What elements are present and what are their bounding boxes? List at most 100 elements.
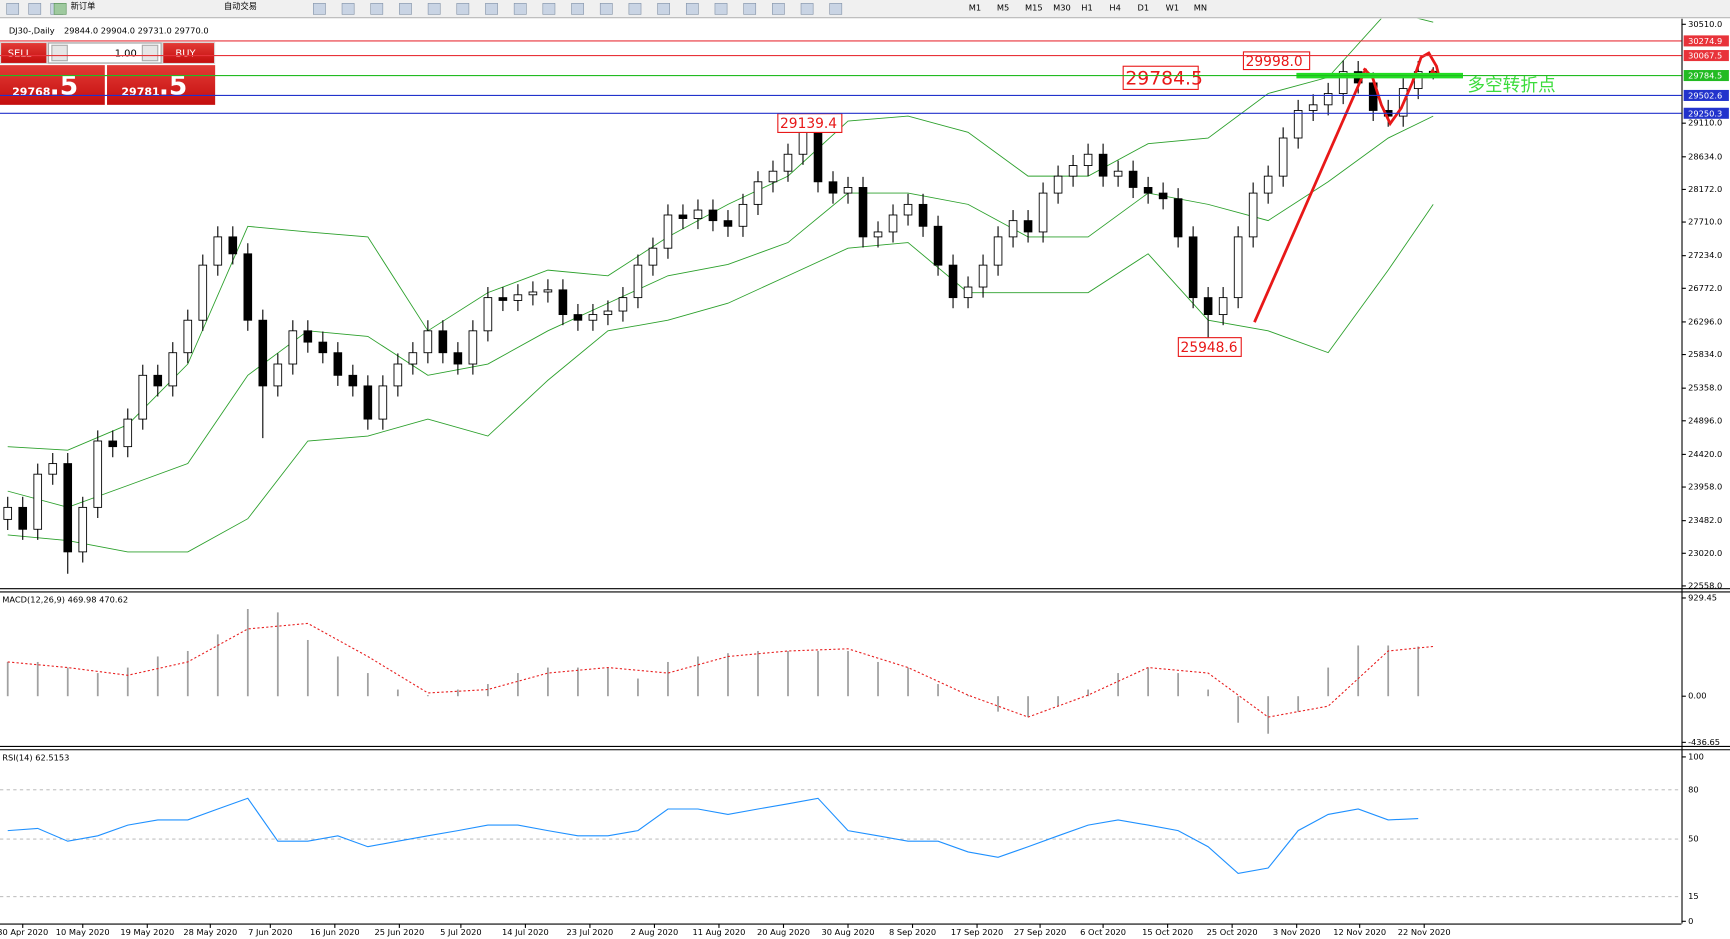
toolbar-icon [772, 3, 785, 15]
candle-body [1068, 165, 1078, 177]
candle-body [948, 264, 958, 299]
x-tick-label: 15 Oct 2020 [1142, 927, 1193, 937]
timeframe-button[interactable]: M5 [997, 2, 1009, 12]
bid-price: 29768 [12, 86, 50, 99]
candle-body [708, 209, 718, 222]
x-tick-label: 22 Nov 2020 [1398, 927, 1451, 937]
candle-body [963, 286, 973, 299]
toolbar-icon [829, 3, 843, 15]
bid-box[interactable] [0, 65, 105, 105]
candle-body [1323, 93, 1333, 106]
y-tick-label: 24420.0 [1688, 449, 1722, 459]
toolbar-icon [628, 3, 642, 15]
level-tag [1683, 35, 1729, 47]
candle-body [228, 236, 238, 255]
spin-up[interactable] [141, 44, 159, 62]
rsi-line [7, 797, 1419, 875]
timeframe-button[interactable]: M1 [969, 2, 981, 12]
candle-body [363, 385, 373, 420]
band-middle [7, 115, 1434, 508]
timeframe-button[interactable]: MN [1194, 2, 1207, 12]
y-tick-label: 0 [1688, 916, 1693, 926]
timeframe-button[interactable]: D1 [1138, 2, 1150, 12]
level-tag [1683, 89, 1729, 101]
lots-value[interactable]: 1.00 [115, 49, 137, 60]
x-tick-label: 19 May 2020 [120, 927, 174, 937]
candle-body [603, 310, 613, 316]
annotation: 29139.4 [780, 116, 837, 132]
x-tick-label: 27 Sep 2020 [1014, 927, 1066, 937]
candle-body [798, 131, 808, 155]
candle-body [513, 294, 523, 301]
new-order-icon[interactable] [53, 3, 67, 15]
y-tick-label: 25358.0 [1688, 383, 1722, 393]
y-tick-label: 26296.0 [1688, 316, 1722, 326]
annotation: 29998.0 [1246, 54, 1303, 70]
candle-body [663, 214, 673, 249]
spin-down[interactable] [51, 44, 68, 62]
x-tick-label: 28 May 2020 [183, 927, 237, 937]
x-tick-label: 30 Aug 2020 [822, 927, 875, 937]
candle-body [408, 352, 418, 365]
macd-signal [7, 622, 1434, 718]
toolbar-icon [714, 3, 728, 15]
toolbar-icon [542, 3, 556, 15]
timeframe-button[interactable]: W1 [1166, 2, 1179, 12]
candle-body [528, 291, 538, 296]
chart-title: DJ30-,Daily [9, 25, 55, 35]
candle-body [123, 418, 133, 448]
toolbar-icon [800, 3, 814, 15]
toolbar-icon [743, 3, 757, 15]
toolbar-button[interactable]: 自动交易 [224, 1, 257, 11]
sell-label[interactable]: SELL [8, 49, 32, 60]
level-label: 29784.5 [1688, 71, 1722, 81]
annotation: 25948.6 [1181, 340, 1238, 356]
timeframe-button[interactable]: M30 [1053, 2, 1071, 12]
level-tag [1683, 50, 1729, 62]
x-tick-label: 12 Nov 2020 [1333, 927, 1386, 937]
y-tick-label: 29110.0 [1688, 118, 1722, 128]
candle-body [348, 374, 358, 387]
toolbar-icon [370, 3, 384, 15]
sell-button[interactable] [1, 43, 47, 63]
toolbar-icon [6, 3, 20, 15]
timeframe-button[interactable]: H1 [1081, 2, 1092, 12]
x-tick-label: 8 Sep 2020 [889, 927, 936, 937]
x-tick-label: 25 Oct 2020 [1207, 927, 1258, 937]
candle-body [738, 203, 748, 227]
y-tick-label: 23020.0 [1688, 548, 1722, 558]
candle-body [753, 181, 763, 205]
x-tick-label: 10 May 2020 [56, 927, 110, 937]
annotation: 29784.5 [1125, 68, 1203, 89]
candle-body [183, 319, 193, 354]
candle-body [483, 297, 493, 332]
candle-body [153, 374, 163, 387]
lots-input[interactable] [47, 42, 162, 64]
timeframe-button[interactable]: H4 [1109, 2, 1120, 12]
x-tick-label: 3 Nov 2020 [1273, 927, 1321, 937]
buy-label[interactable]: BUY [175, 49, 196, 60]
toolbar-icon [341, 3, 355, 15]
candle-body [558, 289, 568, 316]
candle-body [213, 236, 223, 266]
candle-body [723, 220, 733, 227]
candle-body [543, 289, 553, 293]
level-tag [1683, 70, 1729, 82]
ask-box[interactable] [107, 65, 216, 105]
toolbar-icon [427, 3, 441, 15]
candle-body [783, 153, 793, 172]
buy-button[interactable] [163, 43, 215, 63]
candle-body [813, 131, 823, 183]
x-tick-label: 11 Aug 2020 [692, 927, 745, 937]
candle-body [1233, 236, 1243, 299]
candle-body [453, 352, 463, 365]
candle-body [18, 506, 28, 530]
y-tick-label: 23958.0 [1688, 482, 1722, 492]
candle-body [33, 473, 43, 530]
rsi-title: RSI(14) 62.5153 [2, 753, 69, 763]
candle-body [693, 209, 703, 219]
toolbar-button[interactable]: 新订单 [71, 1, 96, 11]
y-tick-label: -436.65 [1688, 737, 1720, 747]
timeframe-button[interactable]: M15 [1025, 2, 1043, 12]
candle-body [648, 247, 658, 266]
